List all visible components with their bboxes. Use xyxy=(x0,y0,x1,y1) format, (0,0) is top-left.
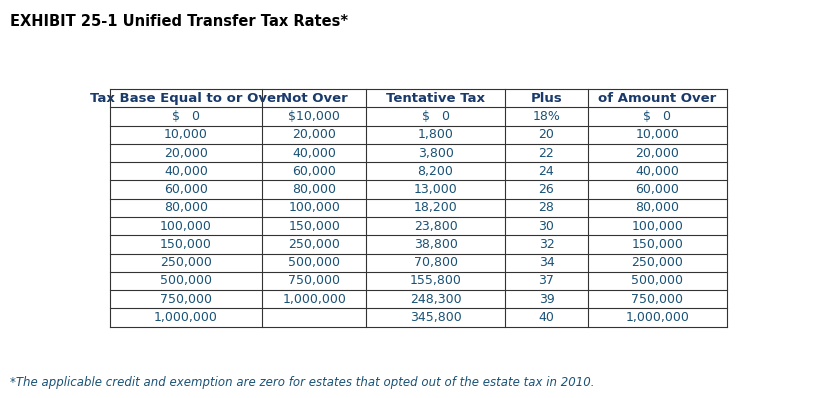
Text: 100,000: 100,000 xyxy=(632,220,683,233)
Text: 345,800: 345,800 xyxy=(410,311,461,324)
Text: 3,800: 3,800 xyxy=(418,146,454,160)
Text: Tax Base Equal to or Over: Tax Base Equal to or Over xyxy=(90,92,282,105)
Text: of Amount Over: of Amount Over xyxy=(598,92,716,105)
Text: 155,800: 155,800 xyxy=(410,275,462,287)
Text: 18,200: 18,200 xyxy=(414,201,458,215)
Text: EXHIBIT 25-1 Unified Transfer Tax Rates*: EXHIBIT 25-1 Unified Transfer Tax Rates* xyxy=(10,14,348,29)
Text: 22: 22 xyxy=(539,146,554,160)
Text: 10,000: 10,000 xyxy=(636,128,680,141)
Text: $10,000: $10,000 xyxy=(288,110,340,123)
Text: 30: 30 xyxy=(539,220,554,233)
Text: 150,000: 150,000 xyxy=(160,238,212,251)
Text: 1,000,000: 1,000,000 xyxy=(626,311,690,324)
Text: Not Over: Not Over xyxy=(281,92,348,105)
Text: 40: 40 xyxy=(539,311,554,324)
Text: 20,000: 20,000 xyxy=(164,146,208,160)
Text: 100,000: 100,000 xyxy=(160,220,212,233)
Text: 18%: 18% xyxy=(533,110,561,123)
Text: 24: 24 xyxy=(539,165,554,178)
Text: 150,000: 150,000 xyxy=(632,238,683,251)
Text: 39: 39 xyxy=(539,293,554,306)
Text: 40,000: 40,000 xyxy=(636,165,680,178)
Text: 100,000: 100,000 xyxy=(288,201,340,215)
Text: 70,800: 70,800 xyxy=(414,256,458,269)
Text: 250,000: 250,000 xyxy=(160,256,212,269)
Text: 40,000: 40,000 xyxy=(164,165,208,178)
Text: 13,000: 13,000 xyxy=(414,183,458,196)
Text: 500,000: 500,000 xyxy=(160,275,212,287)
Text: Tentative Tax: Tentative Tax xyxy=(386,92,485,105)
Text: $   0: $ 0 xyxy=(172,110,200,123)
Text: 26: 26 xyxy=(539,183,554,196)
Text: 150,000: 150,000 xyxy=(288,220,340,233)
Text: $   0: $ 0 xyxy=(422,110,450,123)
Text: 500,000: 500,000 xyxy=(288,256,340,269)
Text: 10,000: 10,000 xyxy=(164,128,208,141)
Text: 32: 32 xyxy=(539,238,554,251)
Text: 38,800: 38,800 xyxy=(414,238,458,251)
Text: 28: 28 xyxy=(539,201,554,215)
Text: 1,000,000: 1,000,000 xyxy=(282,293,346,306)
Text: 8,200: 8,200 xyxy=(418,165,454,178)
Text: 750,000: 750,000 xyxy=(288,275,340,287)
Text: 34: 34 xyxy=(539,256,554,269)
Text: 20,000: 20,000 xyxy=(636,146,680,160)
Text: 500,000: 500,000 xyxy=(632,275,684,287)
Text: 60,000: 60,000 xyxy=(292,165,336,178)
Text: *The applicable credit and exemption are zero for estates that opted out of the : *The applicable credit and exemption are… xyxy=(10,376,594,389)
Text: 23,800: 23,800 xyxy=(414,220,458,233)
Text: 750,000: 750,000 xyxy=(632,293,684,306)
Text: 20,000: 20,000 xyxy=(292,128,336,141)
Text: Plus: Plus xyxy=(530,92,562,105)
Text: 248,300: 248,300 xyxy=(410,293,461,306)
Text: 1,000,000: 1,000,000 xyxy=(154,311,218,324)
Text: 1,800: 1,800 xyxy=(418,128,454,141)
Text: 80,000: 80,000 xyxy=(164,201,208,215)
Text: $   0: $ 0 xyxy=(644,110,672,123)
Text: 250,000: 250,000 xyxy=(632,256,683,269)
Text: 80,000: 80,000 xyxy=(636,201,680,215)
Text: 750,000: 750,000 xyxy=(160,293,212,306)
Text: 60,000: 60,000 xyxy=(636,183,680,196)
Text: 60,000: 60,000 xyxy=(164,183,208,196)
Text: 37: 37 xyxy=(539,275,554,287)
Text: 40,000: 40,000 xyxy=(292,146,336,160)
Text: 20: 20 xyxy=(539,128,554,141)
Text: 80,000: 80,000 xyxy=(292,183,336,196)
Text: 250,000: 250,000 xyxy=(288,238,340,251)
